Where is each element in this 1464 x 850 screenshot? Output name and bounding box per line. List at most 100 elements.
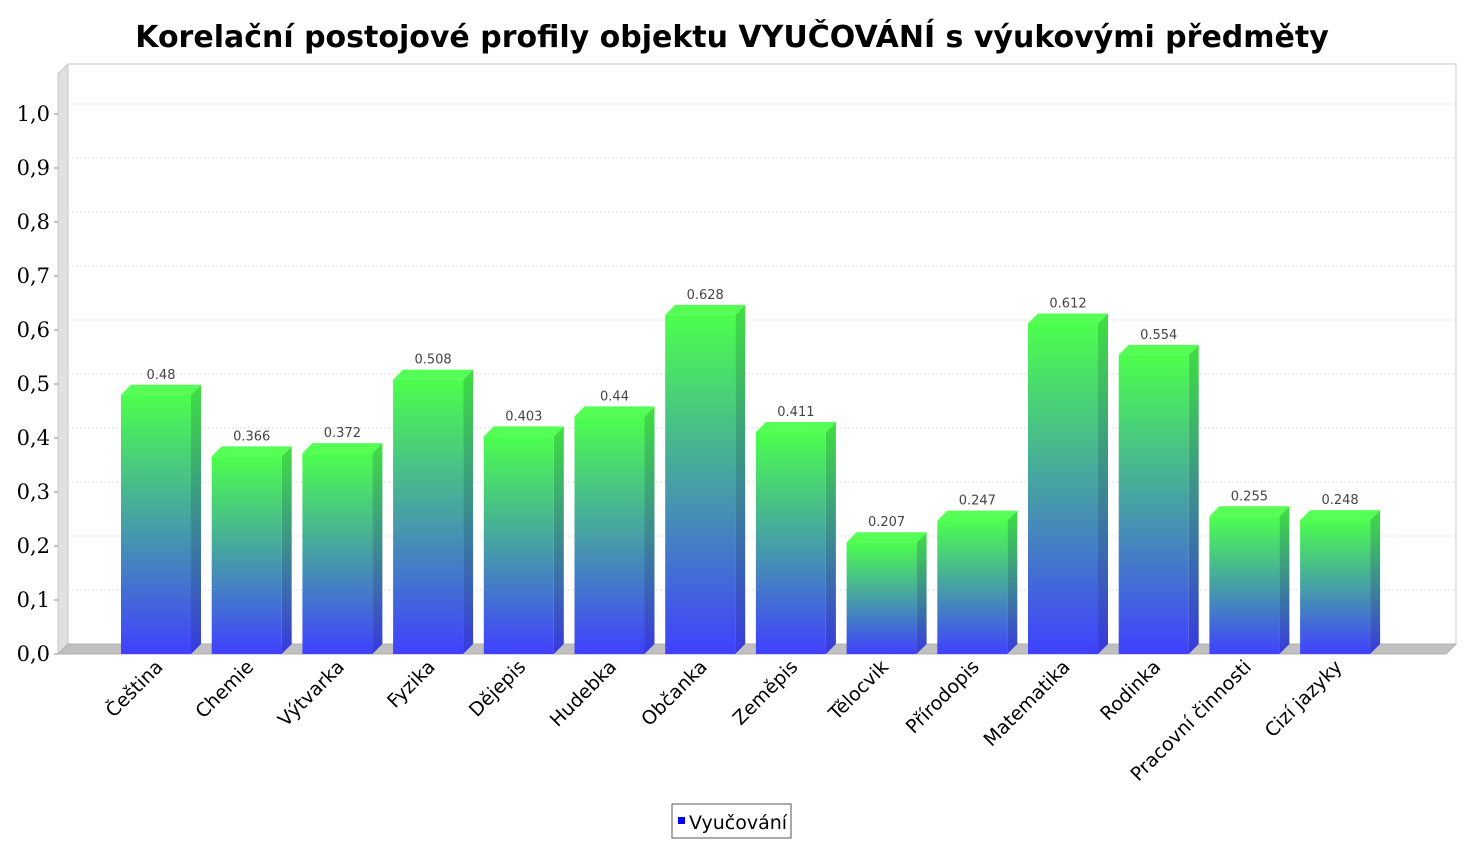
bar-group: 0.372 [302,426,383,654]
bar-side [916,532,927,654]
bar-top [574,406,655,417]
bar-side [463,369,474,654]
y-tick-label: 0,5 [17,372,50,396]
bar-group: 0.247 [937,494,1018,654]
bar-group: 0.612 [1028,297,1108,654]
bar-group: 0.403 [483,409,564,654]
bar-group: 0.554 [1118,328,1199,654]
bar-side [1188,344,1199,654]
y-tick-label: 1,0 [17,102,50,126]
bar-group: 0.248 [1300,493,1381,654]
bar [483,436,554,654]
x-tick-label: Matematika [980,656,1075,751]
bar-side [825,422,836,654]
legend-marker [678,817,685,824]
data-label: 0.628 [687,288,724,303]
bar-group: 0.508 [393,353,474,654]
bar [393,379,464,654]
bar [211,456,282,654]
bar-top [846,532,927,543]
bar-side [553,426,564,654]
x-tick-label: Tělocvik [824,656,893,725]
x-tick-label: Zeměpis [729,656,803,730]
bar-top [755,422,836,433]
data-label: 0.44 [600,389,629,404]
x-tick-label: Dějepis [465,656,530,721]
bar [1300,520,1371,654]
x-tick-label: Hudebka [546,656,621,731]
bar-group: 0.628 [665,288,746,654]
bar-group: 0.48 [121,368,201,654]
bar-group: 0.44 [574,389,655,654]
bar-top [393,369,474,380]
bar-side [191,384,201,654]
bar-top [937,510,1018,521]
y-tick-label: 0,0 [17,642,50,666]
x-tick-label: Občanka [637,656,712,731]
chart-title: Korelační postojové profily objektu VYUČ… [135,18,1329,55]
y-tick-label: 0,9 [17,156,50,180]
bar-side [281,446,292,654]
bar-side [735,304,746,654]
bar-top [1118,344,1199,355]
bars: 0.48 0.366 0.372 0.508 0.403 0.44 0.628 0.411 0.… [121,288,1381,654]
bar-group: 0.207 [846,515,927,654]
bar-side [1279,506,1290,654]
y-tick-label: 0,2 [17,534,50,558]
bar [665,314,736,654]
bar [1118,354,1189,654]
y-tick-label: 0,7 [17,264,50,288]
bar-side [1007,510,1018,654]
bar-top [302,443,383,454]
x-tick-label: Fyzika [383,656,440,713]
y-axis: 0,0 0,1 0,2 0,3 0,4 0,5 0,6 0,7 0,8 0,9 1,0 [17,102,58,666]
data-label: 0.248 [1321,493,1358,508]
bar-side [372,443,383,654]
bar-top [1028,313,1108,324]
bar-group: 0.255 [1209,489,1290,654]
bar [1028,323,1098,654]
legend-label: Vyučování [689,812,788,834]
data-label: 0.403 [505,409,542,424]
bar-side [1098,313,1108,654]
bar [846,542,917,654]
plot-left-wall [57,62,69,656]
data-label: 0.255 [1231,489,1268,504]
y-tick-label: 0,4 [17,426,50,450]
x-tick-label: Chemie [191,656,258,723]
bar [302,453,373,654]
x-tick-label: Rodinka [1096,656,1165,725]
x-tick-label: Výtvarka [274,656,349,731]
bar-top [665,304,746,315]
data-label: 0.48 [147,368,176,383]
x-tick-label: Čeština [100,655,167,722]
y-tick-label: 0,1 [17,588,50,612]
data-label: 0.411 [777,405,814,420]
bar [1209,516,1280,654]
data-label: 0.612 [1049,297,1086,312]
data-label: 0.508 [414,353,451,368]
y-tick-label: 0,6 [17,318,50,342]
legend-box [671,803,792,839]
bar [121,394,191,654]
bar-top [1300,510,1381,521]
data-label: 0.554 [1140,328,1177,343]
data-label: 0.366 [233,429,270,444]
plot-area: 0,00,10,20,30,40,50,60,70,80,91,0 0.480.… [17,62,1458,786]
data-label: 0.247 [959,494,996,509]
bar-top [1209,506,1290,517]
x-tick-label: Přírodopis [902,656,984,738]
y-tick-label: 0,8 [17,210,50,234]
bar-top [121,384,201,395]
bar-group: 0.366 [211,429,292,654]
y-tick-label: 0,3 [17,480,50,504]
bar-top [483,426,564,437]
bar-group: 0.411 [755,405,836,654]
bar-side [1370,510,1381,654]
x-tick-label: Cizí jazyky [1261,656,1347,742]
bar [937,520,1008,654]
bar [574,416,645,654]
bar-top [211,446,292,457]
data-label: 0.207 [868,515,905,530]
